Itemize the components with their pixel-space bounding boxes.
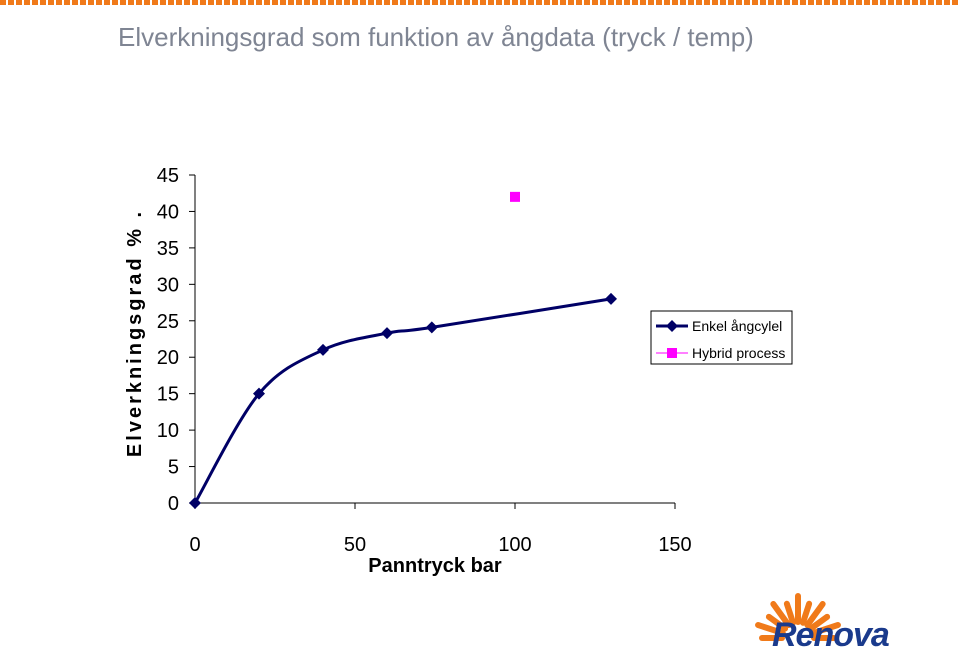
legend-label: Hybrid process (692, 345, 785, 361)
y-tick-label: 20 (157, 347, 179, 369)
data-point-marker (510, 191, 520, 202)
y-tick-label: 5 (168, 457, 179, 479)
x-tick-label: 0 (189, 534, 200, 556)
y-tick-label: 15 (157, 384, 179, 406)
data-point-marker (381, 327, 393, 340)
data-point-marker (425, 321, 438, 334)
renova-logo-text: Renova (772, 616, 890, 654)
page-title: Elverkningsgrad som funktion av ångdata … (118, 22, 754, 52)
y-tick-label: 0 (168, 493, 179, 515)
renova-logo-sun-icon (755, 593, 841, 641)
data-point-marker (189, 497, 201, 509)
series-line-0 (193, 297, 612, 504)
y-tick-label: 45 (157, 165, 179, 187)
y-axis-label: Elverkningsgrad % . (124, 209, 146, 457)
legend-label: Enkel ångcylel (692, 318, 782, 334)
x-tick-label: 100 (498, 534, 531, 556)
legend-marker (667, 348, 677, 358)
sun-ray (804, 601, 826, 629)
legend-marker (666, 320, 678, 332)
sun-ray (807, 613, 831, 632)
data-point-marker (605, 292, 617, 305)
y-tick-label: 40 (157, 201, 179, 223)
sun-ray (783, 600, 797, 626)
x-tick-label: 150 (658, 534, 691, 556)
y-tick-label: 35 (157, 238, 179, 260)
top-accent-bar (0, 0, 960, 5)
y-tick-label: 10 (157, 420, 179, 442)
y-tick-label: 25 (157, 311, 179, 333)
sun-ray (765, 613, 789, 632)
chart-series (189, 191, 617, 509)
sun-ray (770, 601, 792, 629)
data-point-marker (253, 387, 265, 400)
chart-legend: Enkel ångcylel Hybrid process (650, 310, 793, 365)
chart-ticks: 0 5 10 15 20 25 30 35 40 45 0 50 100 150 (157, 165, 692, 556)
data-point-marker (317, 343, 329, 356)
x-axis-label: Panntryck bar (368, 555, 502, 577)
sun-ray (799, 600, 813, 626)
x-tick-label: 50 (344, 534, 366, 556)
sun-ray (810, 622, 841, 637)
y-tick-label: 30 (157, 274, 179, 296)
sun-ray (755, 622, 786, 637)
chart-axes (189, 174, 676, 509)
